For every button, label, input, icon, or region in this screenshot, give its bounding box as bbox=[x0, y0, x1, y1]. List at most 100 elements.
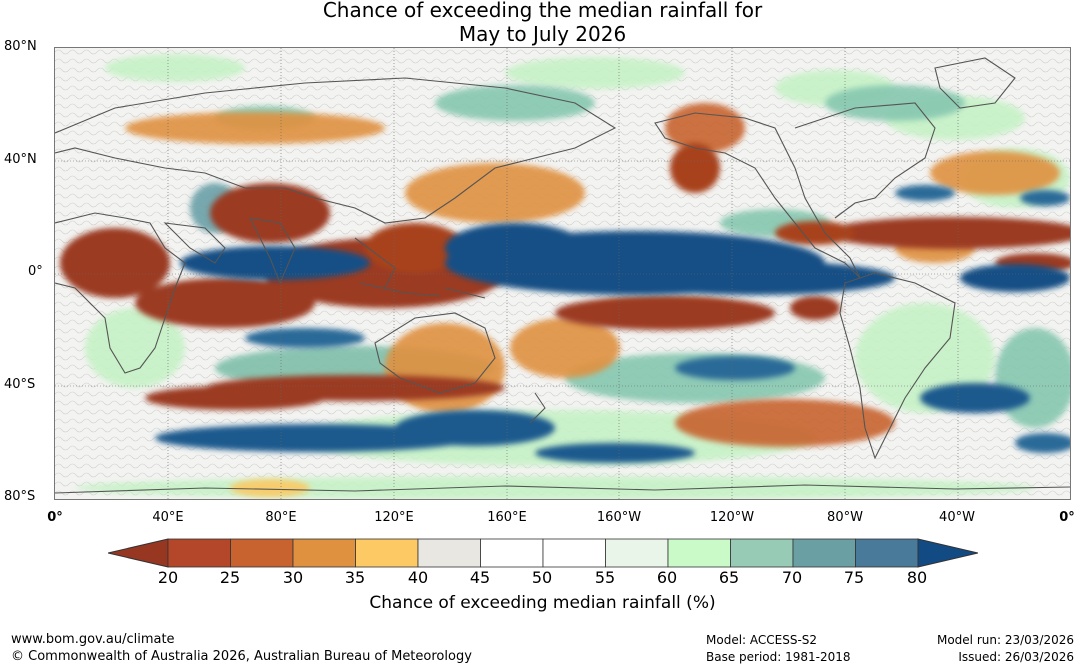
colorbar-tick: 20 bbox=[157, 568, 179, 587]
colorbar-segment bbox=[417, 538, 481, 568]
map-canvas bbox=[55, 48, 1070, 499]
region-strong-wet bbox=[445, 223, 585, 273]
coastline-new-guinea bbox=[444, 287, 486, 299]
copyright-text: © Commonwealth of Australia 2026, Austra… bbox=[11, 649, 472, 664]
region-strong-wet bbox=[535, 443, 695, 463]
region-strong-wet bbox=[615, 261, 895, 295]
region-strong-wet bbox=[675, 356, 795, 380]
lon-label-80w: 80°W bbox=[827, 510, 863, 525]
colorbar-segment bbox=[605, 538, 669, 568]
issued-text: Issued: 26/03/2026 bbox=[958, 650, 1074, 664]
coastline-india bbox=[249, 217, 296, 285]
wet-tendency-strong-regions bbox=[155, 185, 1070, 463]
coastline-north-america-east bbox=[794, 102, 936, 219]
region-strong-wet bbox=[960, 264, 1070, 292]
colorbar-segment bbox=[355, 538, 419, 568]
colorbar-tick: 70 bbox=[781, 568, 803, 587]
colorbar-tick: 55 bbox=[594, 568, 616, 587]
colorbar-high-arrow bbox=[917, 538, 978, 568]
coastline-greenland bbox=[934, 57, 1016, 109]
website-text: www.bom.gov.au/climate bbox=[11, 632, 175, 647]
region-strong-wet bbox=[155, 424, 475, 452]
colorbar-segment bbox=[792, 538, 856, 568]
region-strong-dry bbox=[60, 228, 170, 298]
title-line-1: Chance of exceeding the median rainfall … bbox=[322, 0, 763, 22]
region-light-wet bbox=[505, 57, 685, 89]
base-period-text: Base period: 1981-2018 bbox=[706, 650, 851, 664]
coastline-africa bbox=[55, 212, 186, 374]
coastline-arabia bbox=[163, 222, 226, 264]
lat-label-80n: 80°N bbox=[4, 39, 37, 54]
colorbar-segment bbox=[292, 538, 356, 568]
region-strong-dry bbox=[210, 183, 330, 243]
model-run-text: Model run: 23/03/2026 bbox=[936, 633, 1074, 647]
rainfall-probability-map bbox=[54, 47, 1071, 500]
colorbar-tick: 25 bbox=[219, 568, 241, 587]
lat-label-40n: 40°N bbox=[4, 152, 37, 167]
lon-label-120e: 120°E bbox=[374, 510, 414, 525]
lon-label-0-left: 0° bbox=[47, 510, 63, 525]
region-strong-dry bbox=[790, 296, 840, 320]
region-dry bbox=[675, 399, 895, 447]
coastline-australia bbox=[374, 312, 496, 394]
region-strong-dry bbox=[145, 386, 325, 410]
colorbar-tick: 65 bbox=[718, 568, 740, 587]
coastline-north-america bbox=[654, 112, 861, 279]
lat-label-equator: 0° bbox=[28, 264, 43, 279]
footer-left: www.bom.gov.au/climate © Commonwealth of… bbox=[11, 631, 472, 665]
region-light-dry bbox=[230, 479, 310, 497]
region-strong-wet bbox=[395, 410, 555, 446]
region-light-wet bbox=[85, 308, 185, 388]
lon-label-0-right: 0° bbox=[1059, 510, 1075, 525]
coastline-eurasia bbox=[55, 77, 617, 224]
lon-label-160w: 160°W bbox=[596, 510, 642, 525]
graticule bbox=[55, 48, 1070, 499]
lon-label-120w: 120°W bbox=[709, 510, 755, 525]
lon-label-40e: 40°E bbox=[152, 510, 184, 525]
colorbar-tick: 80 bbox=[906, 568, 928, 587]
region-strong-dry bbox=[555, 296, 775, 330]
region-strong-dry bbox=[670, 143, 720, 193]
coastline-indonesia bbox=[359, 282, 441, 297]
coastline-south-america bbox=[839, 272, 956, 460]
coastlines bbox=[55, 57, 1070, 494]
region-moderate-dry bbox=[510, 318, 620, 378]
colorbar-tick: 40 bbox=[407, 568, 429, 587]
colorbar-tick: 30 bbox=[282, 568, 304, 587]
coastline-southeast-asia bbox=[354, 237, 396, 289]
region-moderate-wet bbox=[435, 85, 595, 121]
coastline-antarctica bbox=[55, 484, 1070, 494]
title-line-2: May to July 2026 bbox=[458, 22, 627, 46]
model-text: Model: ACCESS-S2 bbox=[706, 633, 818, 647]
colorbar bbox=[108, 538, 978, 568]
footer-dates: Model run: 23/03/2026 Issued: 26/03/2026 bbox=[937, 632, 1074, 666]
colorbar-segment bbox=[480, 538, 544, 568]
colorbar-tick: 75 bbox=[843, 568, 865, 587]
colorbar-segment bbox=[542, 538, 606, 568]
colorbar-segment bbox=[855, 538, 919, 568]
region-moderate-dry bbox=[930, 151, 1060, 195]
region-strong-wet bbox=[1015, 433, 1070, 453]
region-strong-wet bbox=[1020, 190, 1070, 206]
region-moderate-wet bbox=[825, 85, 965, 121]
region-strong-wet bbox=[895, 185, 955, 201]
colorbar-tick: 45 bbox=[469, 568, 491, 587]
colorbar-segment bbox=[667, 538, 731, 568]
colorbar-low-arrow bbox=[108, 538, 169, 568]
colorbar-tick: 50 bbox=[531, 568, 553, 587]
colorbar-segment bbox=[730, 538, 794, 568]
region-moderate-dry bbox=[125, 112, 385, 144]
coastline-new-zealand bbox=[529, 392, 546, 424]
region-strong-dry bbox=[135, 278, 315, 328]
footer-model-info: Model: ACCESS-S2 Base period: 1981-2018 bbox=[706, 632, 851, 666]
lat-label-40s: 40°S bbox=[4, 377, 36, 392]
region-strong-wet bbox=[920, 383, 1030, 413]
region-strong-wet bbox=[180, 246, 370, 280]
lon-label-40w: 40°W bbox=[939, 510, 975, 525]
lon-label-160e: 160°E bbox=[487, 510, 527, 525]
colorbar-tick: 60 bbox=[656, 568, 678, 587]
region-strong-dry bbox=[825, 217, 1070, 249]
colorbar-segment bbox=[167, 538, 231, 568]
region-light-wet bbox=[105, 54, 245, 82]
colorbar-label: Chance of exceeding median rainfall (%) bbox=[369, 593, 716, 613]
